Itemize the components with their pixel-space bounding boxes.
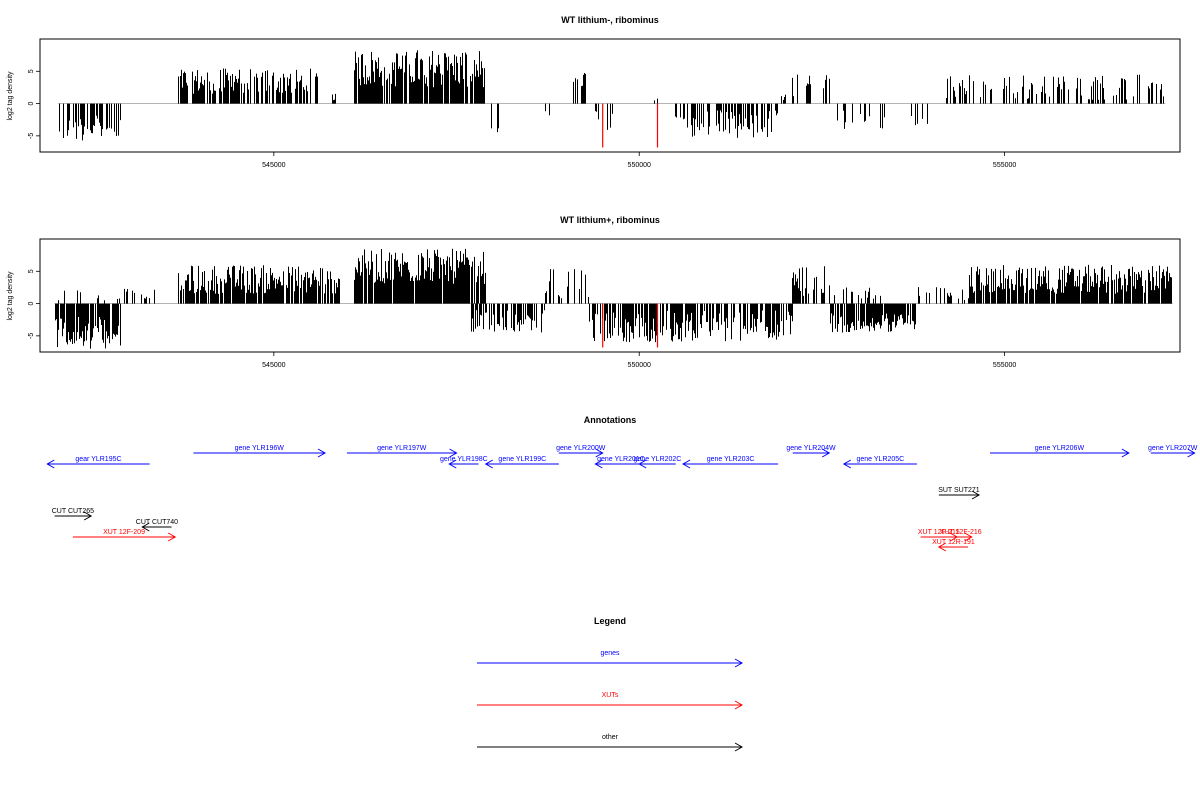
y-axis-label: log2 tag density (7, 71, 14, 121)
coverage-bars (54, 248, 1173, 349)
legend-entry: genes (477, 650, 744, 668)
annotation-feature: SUT SUT271 (938, 487, 981, 500)
annotation-feature: gene YLR200W (556, 445, 606, 458)
annotation-label: XUT 12R-191 (932, 539, 975, 546)
x-tick-label: 555000 (993, 162, 1016, 169)
y-tick-label: 5 (28, 69, 35, 73)
annotation-feature: gene YLR203C (682, 456, 779, 469)
y-tick-label: -5 (28, 133, 35, 139)
annotations-title: Annotations (584, 415, 637, 425)
y-axis: -5 0 5 (28, 69, 40, 139)
y-tick-label: -5 (28, 333, 35, 339)
legend-panel: Legend genes XUTs other (477, 616, 744, 752)
annotation-feature: gene YLR202C (634, 456, 682, 469)
coverage-panel-lithium-plus: WT lithium+, ribominus log2 tag density … (7, 215, 1181, 369)
highlight-bars (602, 103, 659, 148)
chart-title: WT lithium-, ribominus (561, 15, 659, 25)
x-tick-label: 545000 (262, 162, 285, 169)
highlight-bars (602, 303, 659, 348)
legend-title: Legend (594, 616, 626, 626)
annotation-features: gear YLR195C gene YLR196W gene YLR197W gene… (46, 445, 1198, 552)
legend-label: other (602, 734, 619, 741)
annotation-label: gene YLR204W (786, 445, 836, 452)
annotation-label: XUT 12F-216 (940, 529, 982, 536)
annotation-label: gene YLR203C (707, 456, 755, 463)
annotation-feature: XUT 12R-191 (932, 539, 975, 552)
annotation-label: gene YLR198C (440, 456, 488, 463)
plot-frame (39, 238, 1181, 353)
annotation-feature: CUT CUT740 (136, 519, 178, 532)
legend-entries: genes XUTs other (477, 650, 744, 752)
annotation-feature: gene YLR205C (842, 456, 917, 469)
x-tick-label: 555000 (993, 362, 1016, 369)
annotation-feature: XUT 12F-216 (940, 529, 982, 542)
x-tick-label: 550000 (628, 362, 651, 369)
annotation-feature: gene YLR196W (193, 445, 327, 458)
legend-entry: XUTs (477, 692, 744, 710)
plot-frame (39, 38, 1181, 153)
annotation-label: gene YLR196W (235, 445, 285, 452)
chart-title: WT lithium+, ribominus (560, 215, 660, 225)
legend-entry: other (477, 734, 744, 752)
annotation-feature: CUT CUT265 (52, 508, 94, 521)
coverage-panel-lithium-minus: WT lithium-, ribominus log2 tag density … (7, 15, 1181, 169)
annotation-label: gene YLR207W (1148, 445, 1198, 452)
annotation-label: gene YLR197W (377, 445, 427, 452)
annotation-label: gene YLR202C (634, 456, 682, 463)
y-axis: -5 0 5 (28, 269, 40, 339)
annotation-feature: gene YLR201C (594, 456, 647, 469)
annotation-feature: XUT 12F-209 (72, 529, 177, 542)
annotation-feature: gene YLR197W (346, 445, 458, 458)
annotation-label: gene YLR205C (857, 456, 905, 463)
annotation-label: gene YLR206W (1035, 445, 1085, 452)
annotation-label: gear YLR195C (75, 456, 121, 463)
annotation-label: XUT 12F-215 (918, 529, 960, 536)
y-axis-label: log2 tag density (7, 271, 14, 321)
annotation-feature: gene YLR206W (990, 445, 1130, 458)
annotations-panel: Annotations gear YLR195C gene YLR196W gene… (46, 415, 1198, 552)
annotation-feature: gene YLR204W (786, 445, 836, 458)
x-tick-label: 550000 (628, 162, 651, 169)
annotation-label: gene YLR200W (556, 445, 606, 452)
legend-label: XUTs (602, 692, 619, 699)
annotation-feature: gene YLR199C (484, 456, 559, 469)
x-tick-label: 545000 (262, 362, 285, 369)
y-tick-label: 5 (28, 269, 35, 273)
annotation-label: CUT CUT265 (52, 508, 94, 515)
annotation-label: XUT 12F-209 (103, 529, 145, 536)
y-tick-label: 0 (28, 102, 35, 106)
x-axis: 545000 550000 555000 (262, 352, 1016, 369)
annotation-feature: gene YLR207W (1148, 445, 1198, 458)
annotation-label: CUT CUT740 (136, 519, 178, 526)
annotation-label: gene YLR199C (498, 456, 546, 463)
annotation-feature: gear YLR195C (46, 456, 150, 469)
x-axis: 545000 550000 555000 (262, 152, 1016, 169)
annotation-label: gene YLR201C (597, 456, 645, 463)
annotation-feature: gene YLR198C (440, 456, 488, 469)
coverage-bars (58, 50, 1166, 141)
annotation-label: SUT SUT271 (938, 487, 980, 494)
y-tick-label: 0 (28, 302, 35, 306)
legend-label: genes (600, 650, 620, 657)
